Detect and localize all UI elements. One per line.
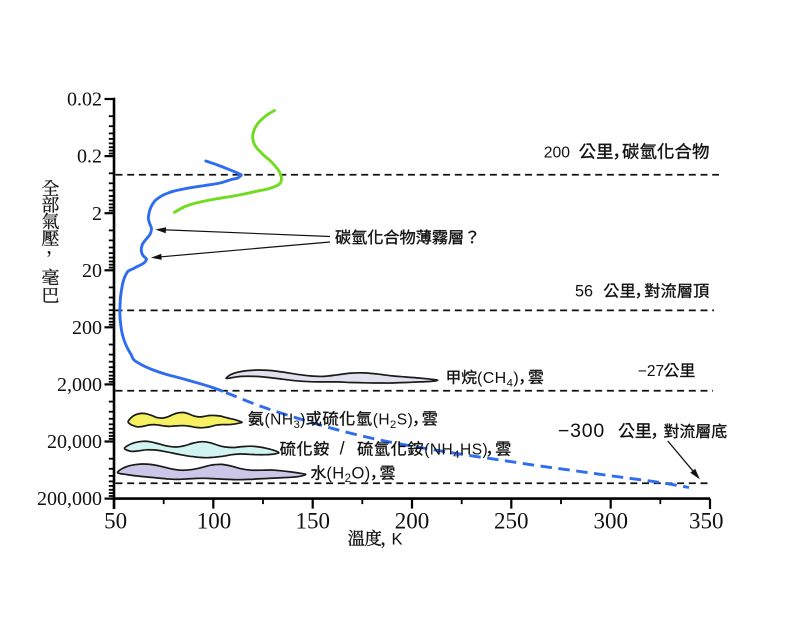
svg-text:20,000: 20,000 <box>47 431 102 453</box>
svg-text:200: 200 <box>395 508 430 533</box>
svg-text:3: 3 <box>294 419 300 431</box>
svg-text:): ) <box>513 370 518 387</box>
svg-text:100: 100 <box>197 508 232 533</box>
svg-text:350: 350 <box>689 508 724 533</box>
svg-text:2: 2 <box>345 473 351 485</box>
svg-text:(NH: (NH <box>265 412 294 429</box>
svg-text:HS): HS) <box>460 442 488 459</box>
svg-text:56: 56 <box>575 283 593 301</box>
svg-text:(H: (H <box>326 465 344 483</box>
svg-text:−300: −300 <box>558 420 605 442</box>
svg-text:0.02: 0.02 <box>67 89 102 111</box>
svg-text:50: 50 <box>104 508 127 533</box>
svg-text:2: 2 <box>92 203 102 225</box>
svg-text:O): O) <box>352 465 371 483</box>
svg-text:2,000: 2,000 <box>57 374 102 396</box>
svg-text:2: 2 <box>390 419 396 431</box>
svg-text:200: 200 <box>544 145 570 162</box>
svg-text:4: 4 <box>507 377 513 389</box>
svg-text:K: K <box>392 531 403 549</box>
svg-text:150: 150 <box>295 508 330 533</box>
svg-text:/: / <box>340 439 345 459</box>
svg-text:300: 300 <box>593 508 628 533</box>
svg-text:20: 20 <box>82 260 102 282</box>
svg-text:): ) <box>300 412 305 429</box>
svg-text:250: 250 <box>494 508 529 533</box>
svg-text:(NH: (NH <box>424 442 453 459</box>
svg-text:S): S) <box>397 412 414 429</box>
svg-text:200,000: 200,000 <box>37 488 102 510</box>
svg-text:4: 4 <box>453 449 459 461</box>
svg-text:(CH: (CH <box>477 370 507 387</box>
svg-text:−27: −27 <box>638 363 664 380</box>
svg-text:(H: (H <box>373 412 390 429</box>
svg-text:0.2: 0.2 <box>77 146 102 168</box>
svg-text:200: 200 <box>72 317 102 339</box>
